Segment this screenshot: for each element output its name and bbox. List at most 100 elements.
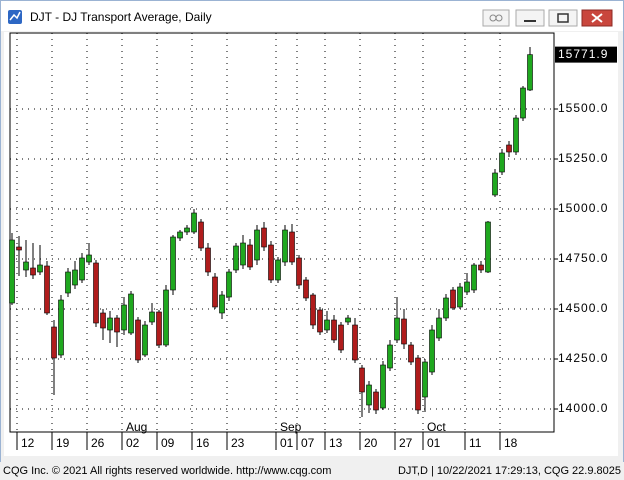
candle-body xyxy=(268,244,274,281)
candle-body xyxy=(324,319,330,331)
candle-body xyxy=(65,271,71,294)
candle-body xyxy=(422,361,428,398)
candle-body xyxy=(114,317,120,333)
candle-body xyxy=(345,317,351,323)
candle-body xyxy=(37,264,43,273)
month-label: Sep xyxy=(280,420,302,434)
candle-body xyxy=(394,317,400,341)
candle-body xyxy=(457,286,463,308)
plot: 14000.0 14250.0 14500.0 14750.0 15000.0 15250… xyxy=(9,33,617,450)
candle-body xyxy=(170,236,176,291)
status-right: DJT,D | 10/22/2021 17:29:13, CQG 22.9.80… xyxy=(398,465,621,477)
candle-body xyxy=(450,289,456,309)
candle-body xyxy=(142,324,148,356)
candle-body xyxy=(282,229,288,263)
candle-body xyxy=(317,309,323,333)
x-tick-label: 01 xyxy=(280,436,294,450)
candle-body xyxy=(436,317,442,339)
candle-body xyxy=(107,317,113,331)
candle-body xyxy=(121,304,127,331)
candle-body xyxy=(359,367,365,393)
x-tick-label: 02 xyxy=(126,436,140,450)
app-icon-glyph xyxy=(9,11,21,21)
status-bar xyxy=(0,462,624,480)
minimize-button[interactable] xyxy=(515,9,545,27)
candle-body xyxy=(338,324,344,351)
candle-body xyxy=(443,297,449,319)
close-glyph xyxy=(591,13,603,23)
candle-body xyxy=(275,259,281,281)
x-tick-label: 19 xyxy=(56,436,70,450)
last-price-label: 15771.9 xyxy=(558,47,608,61)
x-tick-label: 16 xyxy=(196,436,210,450)
last-price-box xyxy=(555,46,617,63)
candle-body xyxy=(471,264,477,291)
candle-body xyxy=(23,261,29,271)
candle-body xyxy=(387,344,393,369)
candle-body xyxy=(513,117,519,153)
month-label: Aug xyxy=(126,420,147,434)
candle-body xyxy=(380,364,386,409)
candle-body xyxy=(198,221,204,249)
candle-body xyxy=(289,231,295,263)
candle-body xyxy=(261,227,267,248)
candle-body xyxy=(191,212,197,233)
candle-body xyxy=(492,172,498,196)
candle-body xyxy=(233,245,239,271)
candle-body xyxy=(51,326,57,359)
x-tick-label: 13 xyxy=(329,436,343,450)
x-tick-label: 01 xyxy=(427,436,441,450)
candle-body xyxy=(72,269,78,286)
candle-body xyxy=(135,319,141,361)
candle-body xyxy=(16,246,22,251)
candle-body xyxy=(212,276,218,308)
y-tick-label: 14000.0 xyxy=(558,401,608,415)
y-tick-label: 15500.0 xyxy=(558,101,608,115)
candle-body xyxy=(499,152,505,173)
candle-body xyxy=(205,247,211,273)
candle-body xyxy=(401,318,407,345)
candle-body xyxy=(240,242,246,266)
candle-body xyxy=(226,271,232,298)
candle-body xyxy=(527,54,533,91)
candle-body xyxy=(9,239,15,304)
y-tick-label: 15250.0 xyxy=(558,151,608,165)
candle-body xyxy=(408,344,414,363)
window-title: DJT - DJ Transport Average, Daily xyxy=(30,10,212,24)
month-label: Oct xyxy=(427,420,446,434)
candle-body xyxy=(415,357,421,411)
plot-area xyxy=(9,32,555,433)
x-tick-label: 12 xyxy=(21,436,35,450)
candle-body xyxy=(429,329,435,373)
candle-body xyxy=(520,87,526,119)
y-tick-label: 14500.0 xyxy=(558,301,608,315)
x-tick-label: 09 xyxy=(161,436,175,450)
y-tick-label: 15000.0 xyxy=(558,201,608,215)
candle-body xyxy=(58,299,64,356)
candle-body xyxy=(100,312,106,329)
candle-body xyxy=(177,231,183,239)
x-tick-label: 27 xyxy=(399,436,413,450)
candle-body xyxy=(44,265,50,314)
x-tick-label: 18 xyxy=(504,436,518,450)
candle-body xyxy=(79,257,85,281)
candle-body xyxy=(352,324,358,361)
candle-body xyxy=(464,281,470,293)
x-tick-label: 26 xyxy=(91,436,105,450)
candle-body xyxy=(254,229,260,261)
x-tick-label: 20 xyxy=(364,436,378,450)
x-tick-label: 07 xyxy=(301,436,315,450)
maximize-glyph xyxy=(557,13,569,23)
candle-body xyxy=(478,264,484,271)
candle-body xyxy=(156,311,162,346)
candle-body xyxy=(163,289,169,346)
link-glyph xyxy=(495,14,503,22)
candle-body xyxy=(149,311,155,323)
candle-body xyxy=(128,293,134,334)
candle-body xyxy=(485,221,491,273)
candle-body xyxy=(184,227,190,233)
maximize-button[interactable] xyxy=(548,9,578,27)
candle-body xyxy=(296,257,302,286)
candle-body xyxy=(310,294,316,326)
